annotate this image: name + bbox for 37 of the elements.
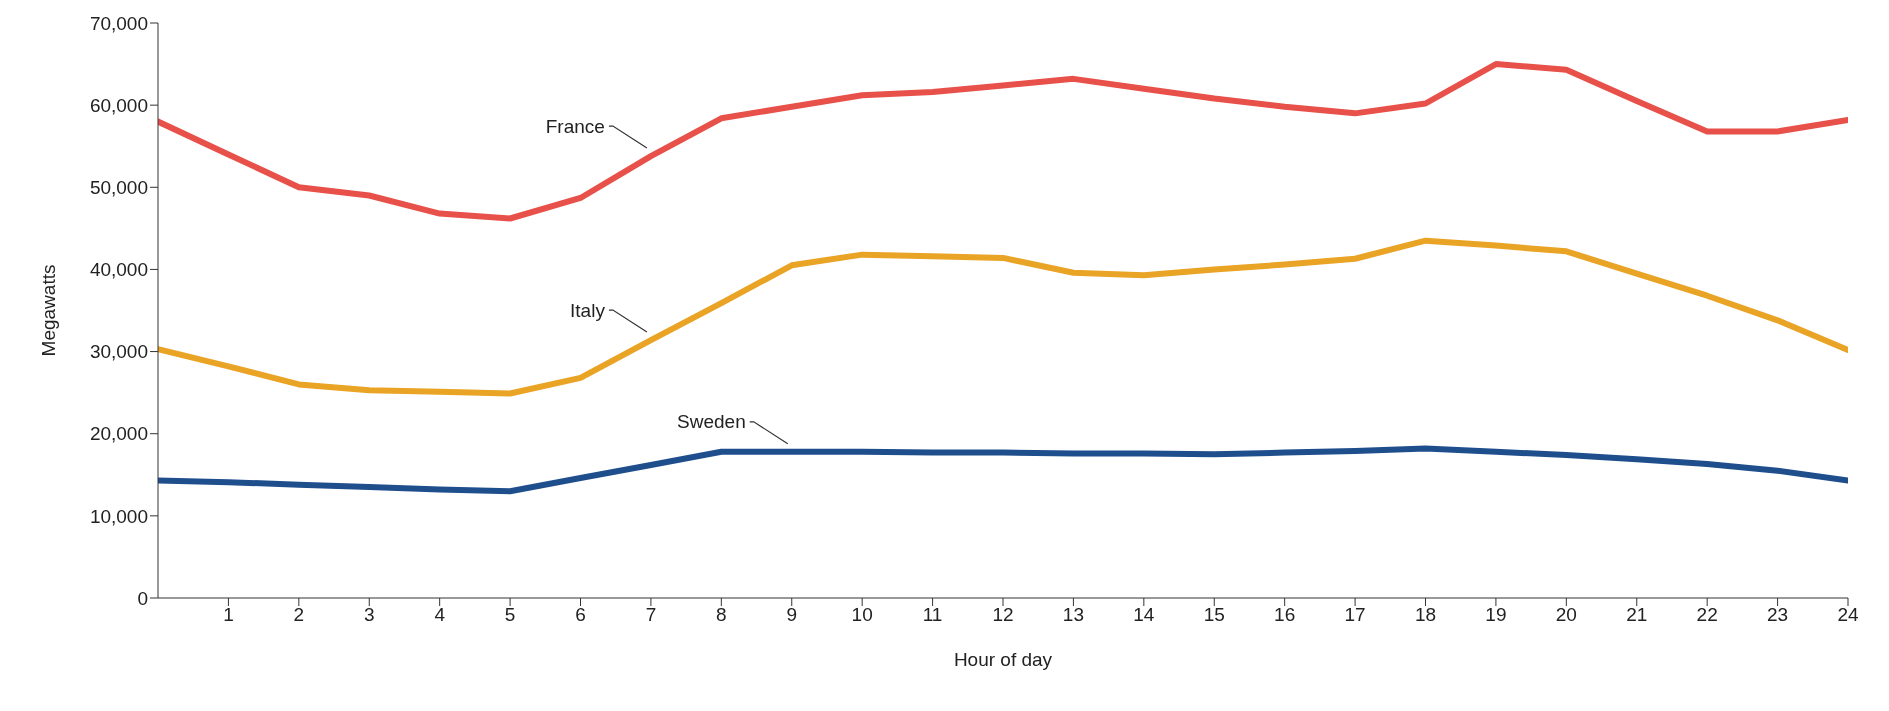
- text: France: [545, 115, 605, 137]
- y-axis-title: Megawatts: [37, 264, 59, 357]
- x-tick-label: 22: [1696, 604, 1718, 626]
- x-tick-label: 11: [922, 604, 943, 626]
- x-tick-label: 10: [851, 604, 873, 626]
- y-tick-label: 0: [137, 587, 148, 609]
- y-tick-label: 20,000: [89, 423, 148, 445]
- x-tick-label: 9: [786, 604, 798, 626]
- x-tick-label: 13: [1062, 604, 1084, 626]
- x-tick-label: 4: [434, 604, 446, 626]
- y-tick-label: 70,000: [89, 12, 148, 34]
- y-tick-label: 60,000: [89, 94, 148, 116]
- x-tick-label: 7: [645, 604, 657, 626]
- x-tick-label: 12: [992, 604, 1014, 626]
- x-tick-label: 17: [1344, 604, 1366, 626]
- x-tick-label: 8: [716, 604, 727, 626]
- x-tick-label: 18: [1414, 604, 1437, 626]
- y-tick-label: 40,000: [89, 259, 148, 281]
- x-tick-label: 6: [575, 604, 586, 626]
- x-tick-label: 1: [223, 604, 234, 626]
- y-tick-label: 30,000: [89, 341, 148, 363]
- series-label: Sweden: [677, 411, 746, 433]
- x-tick-label: 15: [1203, 604, 1225, 626]
- x-tick-label: 23: [1767, 604, 1789, 626]
- x-tick-label: 2: [293, 604, 305, 626]
- x-tick-label: 5: [504, 604, 516, 626]
- x-tick-label: 3: [363, 604, 375, 626]
- y-tick-label: 50,000: [89, 177, 148, 199]
- y-tick-label: 10,000: [89, 505, 148, 527]
- x-tick-label: 19: [1485, 604, 1507, 626]
- x-tick-label: 21: [1626, 604, 1648, 626]
- x-tick-label: 20: [1555, 604, 1577, 626]
- x-tick-label: 16: [1274, 604, 1296, 626]
- x-axis-title: Hour of day: [953, 649, 1053, 670]
- x-tick-label: 14: [1133, 604, 1155, 626]
- text: Italy: [570, 299, 606, 321]
- x-tick-label: 24: [1837, 604, 1859, 626]
